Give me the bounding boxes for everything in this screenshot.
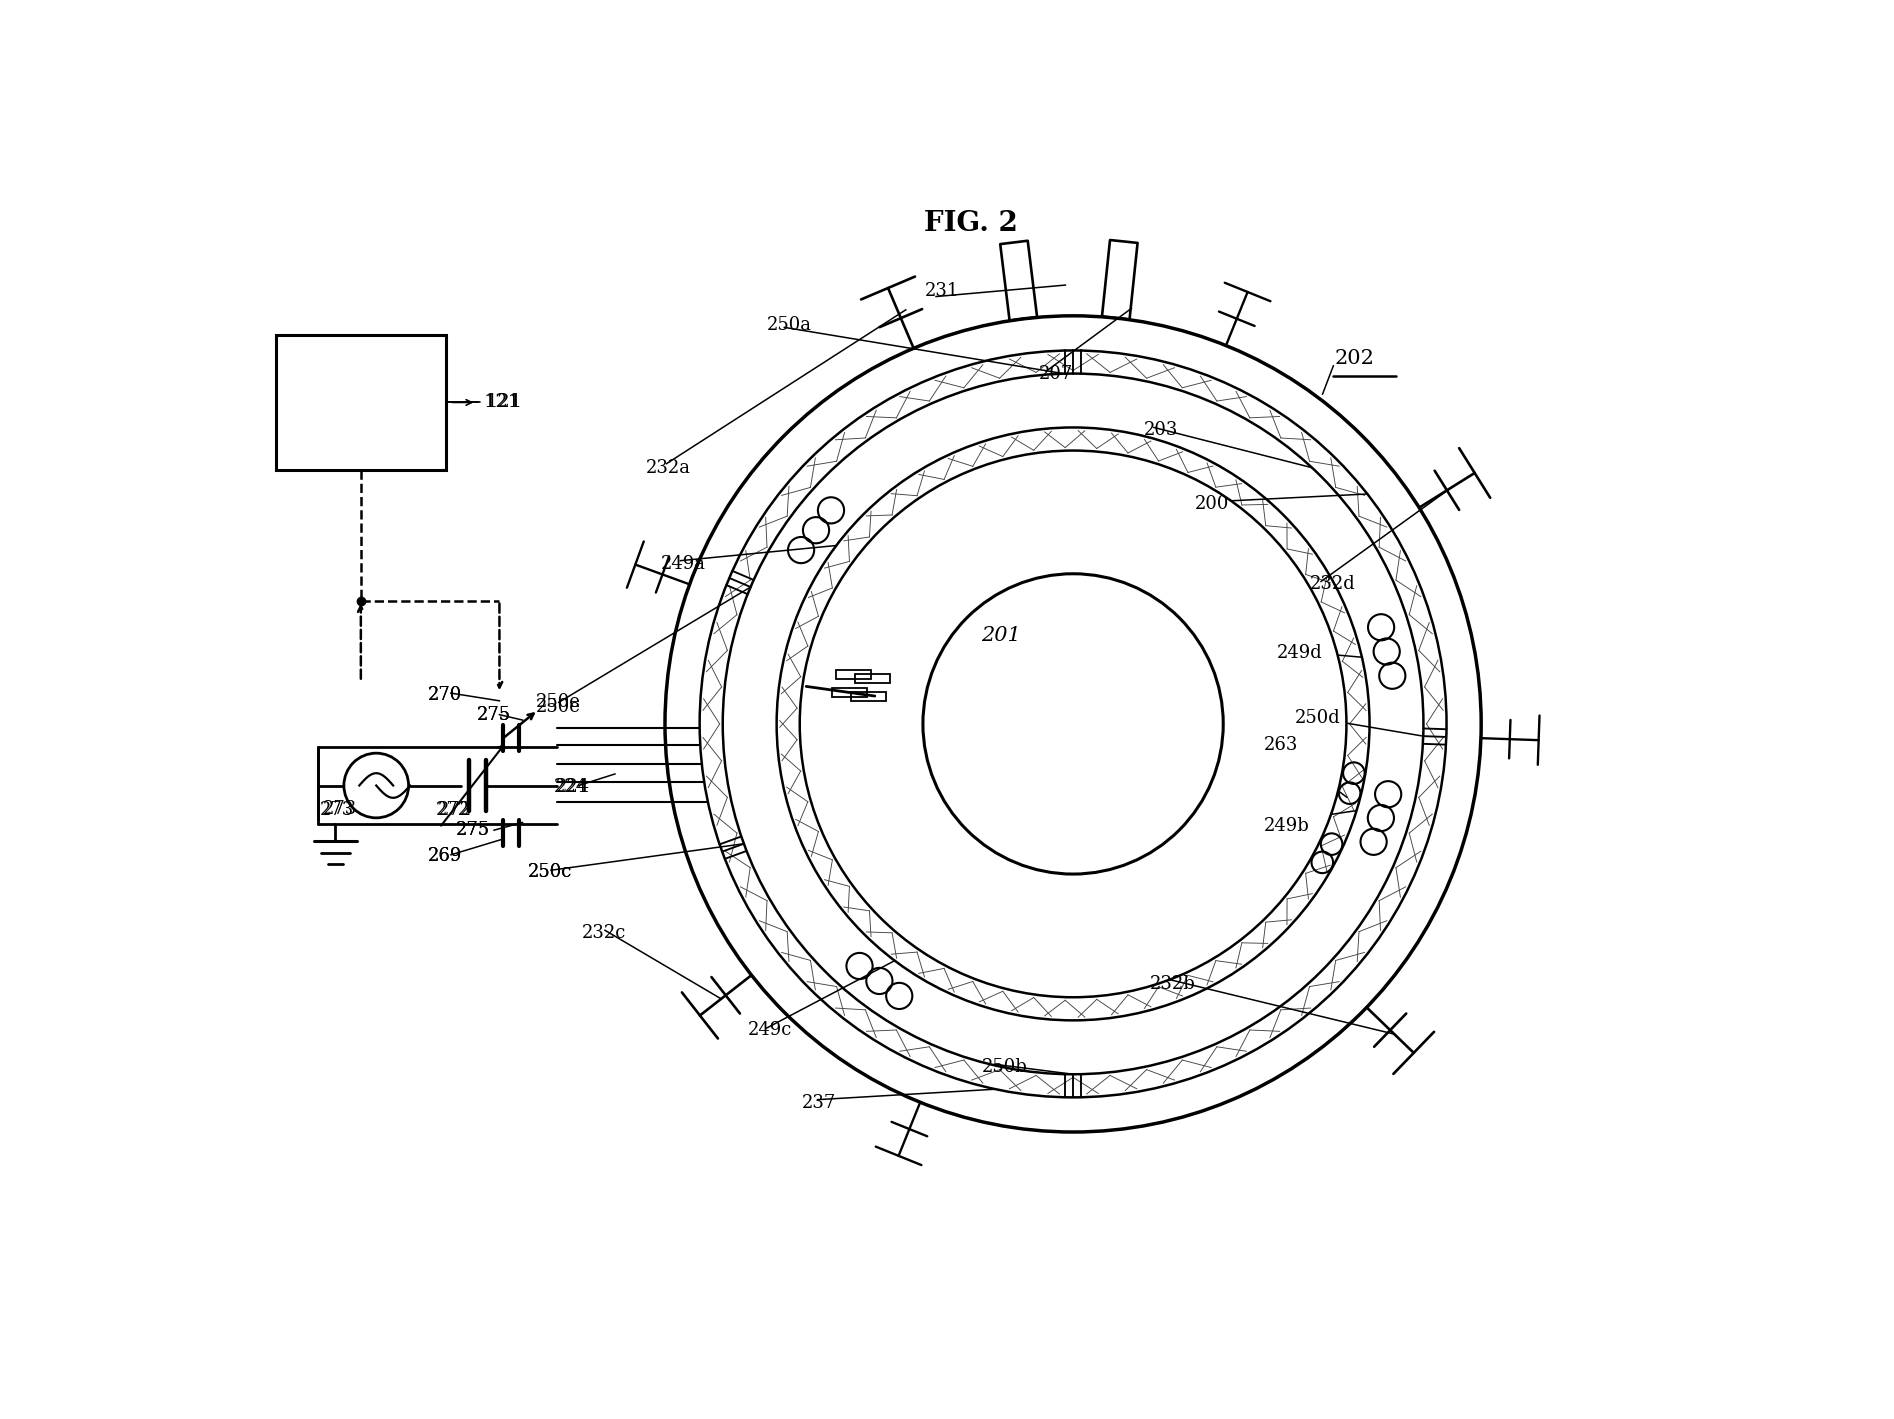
Text: FIG. 2: FIG. 2 [924,210,1017,237]
Text: 121: 121 [485,393,523,412]
Text: 250a: 250a [767,316,813,333]
Bar [835,670,871,680]
Text: 250c: 250c [528,863,572,881]
Text: 270: 270 [428,685,462,704]
Text: 200: 200 [1195,495,1229,514]
Text: 275: 275 [456,822,491,839]
Circle shape [724,373,1424,1074]
Circle shape [922,573,1224,874]
Text: 201: 201 [981,626,1021,644]
Text: 275: 275 [475,705,511,724]
Text: 269: 269 [428,847,462,866]
Text: 249d: 249d [1277,644,1322,663]
Text: 121: 121 [485,393,521,412]
Text: 275: 275 [475,705,511,724]
Text: 272: 272 [436,802,470,819]
Text: 207: 207 [1038,365,1072,383]
Text: 224: 224 [553,778,587,796]
Text: 231: 231 [926,282,960,301]
Text: 250d: 250d [1295,708,1341,727]
Text: 203: 203 [1144,421,1178,438]
Text: 232b: 232b [1150,975,1195,993]
Circle shape [799,451,1347,998]
Text: 224: 224 [555,778,589,796]
Bar [831,688,867,697]
Text: 232a: 232a [646,460,691,477]
Text: 249c: 249c [748,1022,792,1039]
Text: 275: 275 [456,822,491,839]
Text: 273: 273 [320,802,354,819]
Text: 250e: 250e [536,694,580,711]
Text: 273: 273 [322,800,356,817]
Text: 232d: 232d [1311,575,1356,593]
Text: 202: 202 [1335,349,1375,368]
Text: 270: 270 [428,685,462,704]
Text: 250c: 250c [528,863,572,881]
Bar [277,335,445,470]
Text: 263: 263 [1263,736,1299,755]
Circle shape [699,350,1447,1097]
Text: 249a: 249a [661,555,706,573]
Bar [850,692,886,701]
Text: 249b: 249b [1263,816,1311,834]
Text: 250b: 250b [983,1057,1028,1076]
Text: 237: 237 [801,1094,837,1111]
Text: 269: 269 [428,847,462,866]
Text: 250e: 250e [536,698,580,717]
Circle shape [665,316,1481,1132]
Bar [854,674,890,683]
Circle shape [777,427,1369,1020]
Text: 232c: 232c [581,924,627,942]
Text: 272: 272 [438,802,472,819]
Circle shape [345,753,409,817]
